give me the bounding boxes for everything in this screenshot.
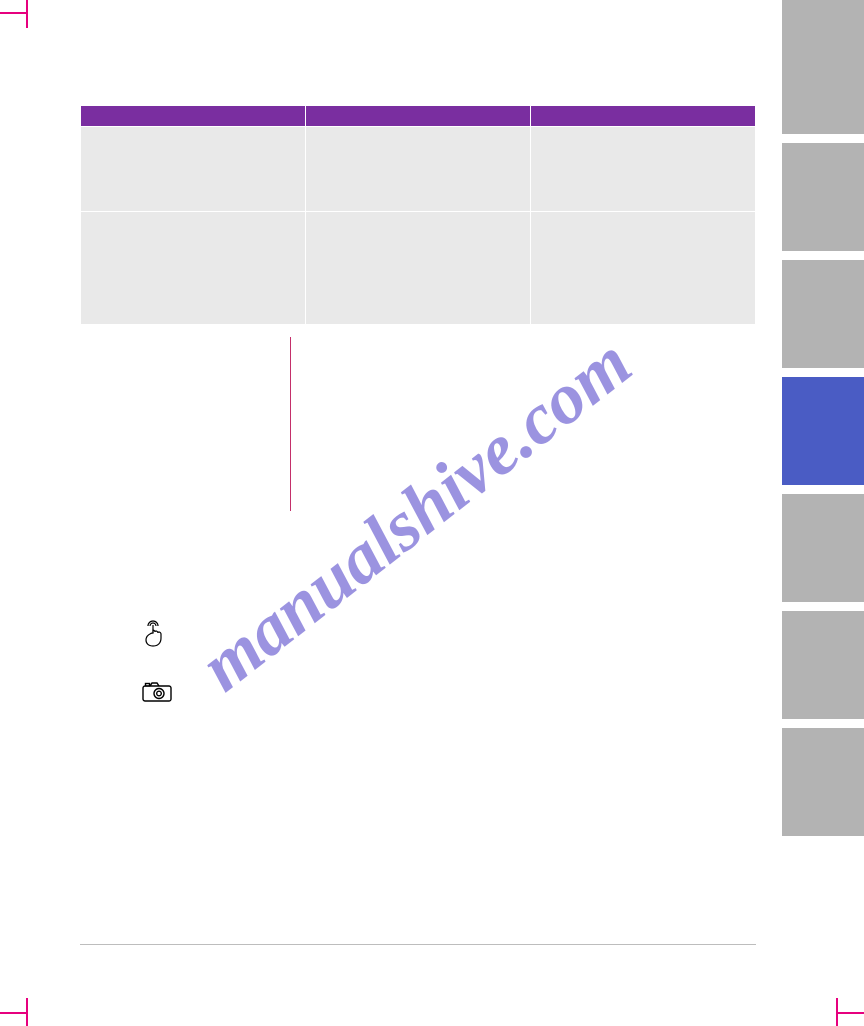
table-cell bbox=[306, 212, 530, 324]
step-number bbox=[80, 590, 140, 598]
table-cell bbox=[531, 127, 755, 211]
touch-icon bbox=[142, 618, 164, 654]
crop-mark bbox=[836, 998, 838, 1026]
table-cell bbox=[81, 127, 305, 211]
crop-mark bbox=[0, 12, 28, 14]
table-header-cell bbox=[531, 106, 755, 126]
step-title bbox=[140, 618, 756, 654]
table-header-cell bbox=[306, 106, 530, 126]
spec-table bbox=[80, 105, 756, 325]
step-title bbox=[140, 682, 756, 708]
step-number bbox=[80, 618, 140, 662]
table-cell bbox=[531, 212, 755, 324]
instruction-step bbox=[80, 590, 756, 598]
sidebar-tab[interactable] bbox=[782, 728, 864, 836]
footer-rule bbox=[80, 944, 756, 945]
callout-bar bbox=[290, 337, 291, 511]
camera-icon bbox=[142, 682, 172, 708]
main-content bbox=[80, 105, 756, 337]
callout-text bbox=[304, 337, 744, 349]
page: manualshive.com bbox=[0, 0, 864, 1026]
sidebar-tab[interactable] bbox=[782, 377, 864, 485]
table-header-row bbox=[81, 106, 755, 126]
table-cell bbox=[81, 212, 305, 324]
sidebar-tab[interactable] bbox=[782, 611, 864, 719]
table-header-cell bbox=[81, 106, 305, 126]
sidebar-tab[interactable] bbox=[782, 494, 864, 602]
crop-mark bbox=[26, 998, 28, 1026]
instruction-steps bbox=[80, 590, 756, 736]
sidebar-tab[interactable] bbox=[782, 260, 864, 368]
crop-mark bbox=[0, 1012, 28, 1014]
instruction-step bbox=[80, 618, 756, 662]
step-number bbox=[80, 682, 140, 716]
table-row bbox=[81, 127, 755, 211]
crop-mark bbox=[836, 1012, 864, 1014]
table-row bbox=[81, 212, 755, 324]
sidebar-tab[interactable] bbox=[782, 0, 864, 134]
instruction-step bbox=[80, 682, 756, 716]
table-cell bbox=[306, 127, 530, 211]
sidebar-tab[interactable] bbox=[782, 143, 864, 251]
crop-mark bbox=[26, 0, 28, 28]
sidebar-tabs bbox=[782, 0, 864, 836]
